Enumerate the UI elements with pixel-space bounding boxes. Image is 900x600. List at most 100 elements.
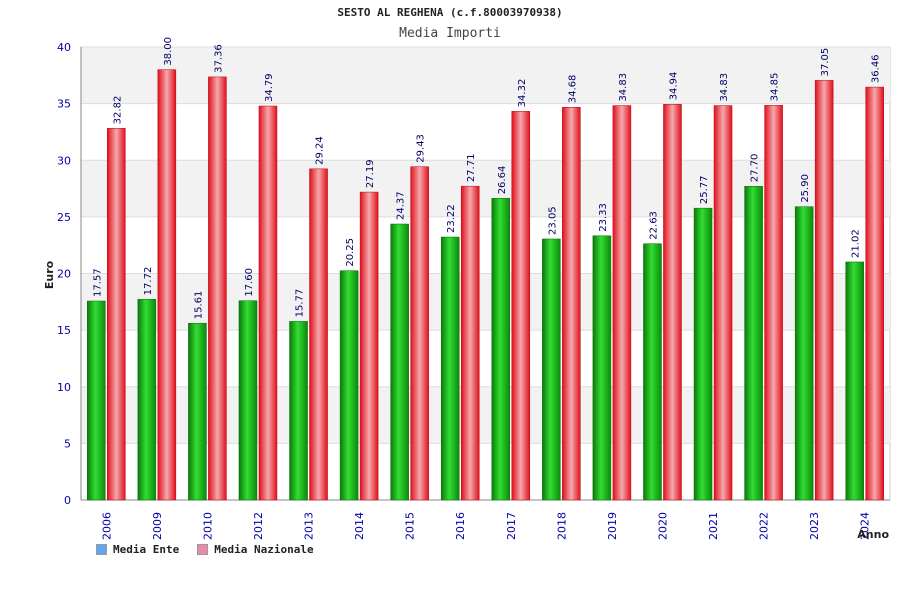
value-label: 27.70	[750, 154, 761, 183]
value-label: 38.00	[163, 37, 174, 66]
value-label: 34.94	[668, 72, 679, 101]
legend-item-ente: Media Ente	[96, 543, 179, 556]
y-tick-label: 35	[57, 98, 71, 111]
value-label: 23.33	[598, 203, 609, 232]
y-tick-label: 25	[57, 211, 71, 224]
value-label: 34.83	[618, 73, 629, 102]
y-tick-label: 15	[57, 324, 71, 337]
bar-media-ente-2012	[238, 300, 258, 501]
value-label: 22.63	[648, 211, 659, 240]
bar-media-ente-2022	[744, 186, 763, 501]
bar-media-nazionale-2010	[208, 76, 227, 501]
value-label: 27.71	[466, 154, 477, 183]
x-tick-label: 2016	[454, 512, 467, 540]
bar-media-ente-2016	[440, 236, 460, 501]
bar-media-ente-2023	[794, 206, 814, 501]
value-label: 29.24	[315, 136, 326, 165]
bar-media-nazionale-2016	[460, 185, 480, 501]
bar-media-ente-2020	[643, 243, 662, 501]
bar-media-nazionale-2009	[157, 69, 177, 501]
bar-media-nazionale-2023	[814, 80, 834, 501]
value-label: 32.82	[112, 96, 123, 125]
value-label: 15.77	[295, 289, 306, 318]
legend-item-nazionale: Media Nazionale	[197, 543, 314, 556]
bar-media-nazionale-2012	[258, 105, 278, 501]
y-tick-label: 30	[57, 154, 71, 167]
value-label: 26.64	[497, 166, 508, 195]
bar-media-nazionale-2017	[511, 111, 531, 501]
legend-swatch-nazionale	[197, 544, 209, 555]
value-label: 27.19	[365, 159, 376, 188]
chart-title: SESTO AL REGHENA (c.f.80003970938)	[337, 6, 563, 19]
x-tick-label: 2009	[151, 512, 164, 540]
value-label: 17.72	[143, 267, 154, 296]
bar-media-nazionale-2018	[562, 106, 581, 501]
x-tick-label: 2017	[505, 512, 518, 540]
y-tick-label: 10	[57, 381, 71, 394]
y-tick-label: 0	[64, 494, 71, 507]
bar-media-ente-2014	[339, 270, 359, 501]
bar-media-ente-2017	[491, 198, 511, 501]
value-label: 23.22	[446, 204, 457, 233]
value-label: 34.83	[719, 73, 730, 102]
bar-media-nazionale-2014	[359, 191, 379, 501]
x-axis-title: Anno	[857, 528, 889, 541]
x-tick-label: 2015	[404, 512, 417, 540]
value-label: 25.77	[699, 176, 710, 205]
legend-label-nazionale: Media Nazionale	[214, 543, 314, 556]
x-tick-label: 2014	[353, 512, 366, 540]
x-tick-label: 2018	[555, 512, 568, 540]
bar-media-ente-2024	[845, 261, 864, 501]
x-tick-label: 2024	[859, 512, 872, 540]
bar-media-nazionale-2024	[865, 86, 884, 501]
legend-swatch-ente	[96, 544, 107, 555]
value-label: 36.46	[871, 54, 882, 83]
value-label: 25.90	[800, 174, 811, 203]
bar-media-nazionale-2015	[410, 166, 429, 501]
y-tick-label: 5	[64, 437, 71, 450]
bar-media-nazionale-2020	[663, 104, 682, 501]
value-label: 34.85	[770, 73, 781, 102]
bar-media-nazionale-2019	[612, 105, 632, 501]
bar-media-nazionale-2006	[107, 128, 126, 501]
value-label: 15.61	[193, 291, 204, 320]
x-tick-label: 2021	[707, 512, 720, 540]
chart-subtitle: Media Importi	[399, 26, 501, 41]
value-label: 17.60	[244, 268, 255, 297]
bar-media-ente-2010	[188, 322, 207, 501]
value-label: 17.57	[92, 268, 103, 297]
bar-media-nazionale-2013	[309, 168, 328, 501]
bar-media-nazionale-2021	[713, 105, 733, 501]
value-label: 34.32	[517, 79, 528, 108]
value-label: 34.79	[264, 73, 275, 102]
bar-media-ente-2009	[137, 299, 157, 501]
value-label: 23.05	[547, 206, 558, 235]
legend: Media Ente Media Nazionale	[96, 543, 314, 556]
bar-media-nazionale-2022	[764, 105, 783, 501]
x-tick-label: 2022	[758, 512, 771, 540]
x-tick-label: 2013	[303, 512, 316, 540]
x-tick-label: 2006	[100, 512, 113, 540]
x-tick-label: 2010	[201, 512, 214, 540]
value-label: 24.37	[396, 191, 407, 220]
x-tick-label: 2012	[252, 512, 265, 540]
bar-media-ente-2018	[542, 238, 561, 501]
bar-media-ente-2015	[390, 223, 409, 501]
value-label: 20.25	[345, 238, 356, 267]
y-tick-label: 20	[57, 268, 71, 281]
x-tick-label: 2020	[656, 512, 669, 540]
bar-media-ente-2019	[592, 235, 612, 501]
value-label: 34.68	[567, 75, 578, 104]
value-label: 21.02	[851, 229, 862, 258]
y-axis-title: Euro	[43, 260, 56, 289]
x-tick-label: 2023	[808, 512, 821, 540]
legend-label-ente: Media Ente	[113, 543, 180, 556]
value-label: 37.36	[213, 44, 224, 73]
y-tick-label: 40	[57, 41, 71, 54]
value-label: 29.43	[416, 134, 427, 163]
bar-media-ente-2006	[87, 300, 106, 501]
bar-media-ente-2021	[693, 207, 713, 501]
value-label: 37.05	[820, 48, 831, 77]
bar-media-ente-2013	[289, 321, 308, 501]
